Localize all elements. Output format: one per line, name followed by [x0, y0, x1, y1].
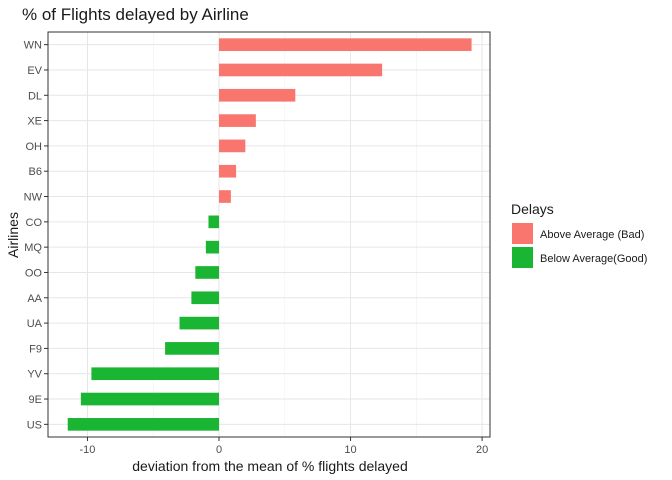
bar-us: [67, 418, 220, 431]
bar-oo: [195, 266, 220, 279]
y-tick-label: US: [27, 419, 42, 431]
legend-entry-label: Above Average (Bad): [540, 229, 644, 241]
panel-border: [47, 31, 491, 438]
x-tick-label: 10: [344, 444, 356, 456]
y-tick-label: B6: [29, 166, 42, 178]
bar-dl: [219, 88, 296, 102]
bar-nw: [219, 190, 231, 203]
legend-entry-label: Below Average(Good): [540, 253, 647, 265]
y-axis-title: Airlines: [5, 212, 21, 258]
x-tick-label: 20: [476, 444, 488, 456]
y-axis: WN EV DL XE OH B6 NW CO MQ OO AA UA F9 YV 9E US: [24, 40, 48, 431]
x-tick-label: -10: [80, 444, 96, 456]
x-axis-title: deviation from the mean of % flights del…: [132, 458, 408, 474]
y-tick-label: EV: [27, 65, 42, 77]
y-tick-label: CO: [26, 217, 43, 229]
bar-b6: [219, 164, 237, 178]
chart-title: % of Flights delayed by Airline: [22, 5, 249, 24]
bar-wn: [219, 38, 472, 51]
bar-ua: [179, 316, 220, 330]
bars: [67, 38, 472, 431]
y-tick-label: DL: [28, 90, 42, 102]
bar-9e: [80, 392, 220, 406]
bar-mq: [205, 240, 220, 254]
x-tick-label: 0: [216, 444, 222, 456]
y-tick-label: OH: [26, 141, 43, 153]
y-tick-label: YV: [27, 369, 42, 381]
y-tick-label: WN: [24, 40, 42, 52]
y-tick-label: XE: [27, 116, 42, 128]
bar-aa: [191, 291, 220, 305]
legend-swatch: [512, 247, 533, 268]
y-tick-label: AA: [27, 293, 42, 305]
bar-ev: [219, 63, 383, 77]
bar-co: [208, 215, 220, 229]
y-tick-label: MQ: [24, 242, 42, 254]
bar-f9: [165, 342, 220, 355]
bar-yv: [91, 367, 220, 381]
x-axis: -10 0 10 20: [80, 437, 488, 456]
bar-xe: [219, 114, 256, 127]
y-tick-label: 9E: [29, 394, 42, 406]
legend-title: Delays: [511, 201, 554, 217]
bar-oh: [219, 139, 246, 153]
y-tick-label: NW: [24, 192, 43, 204]
y-tick-label: UA: [27, 318, 43, 330]
grid: [48, 32, 490, 437]
legend: Delays Above Average (Bad) Below Average(…: [511, 201, 647, 268]
legend-swatch: [512, 223, 533, 244]
y-tick-label: F9: [29, 343, 42, 355]
y-tick-label: OO: [25, 267, 43, 279]
